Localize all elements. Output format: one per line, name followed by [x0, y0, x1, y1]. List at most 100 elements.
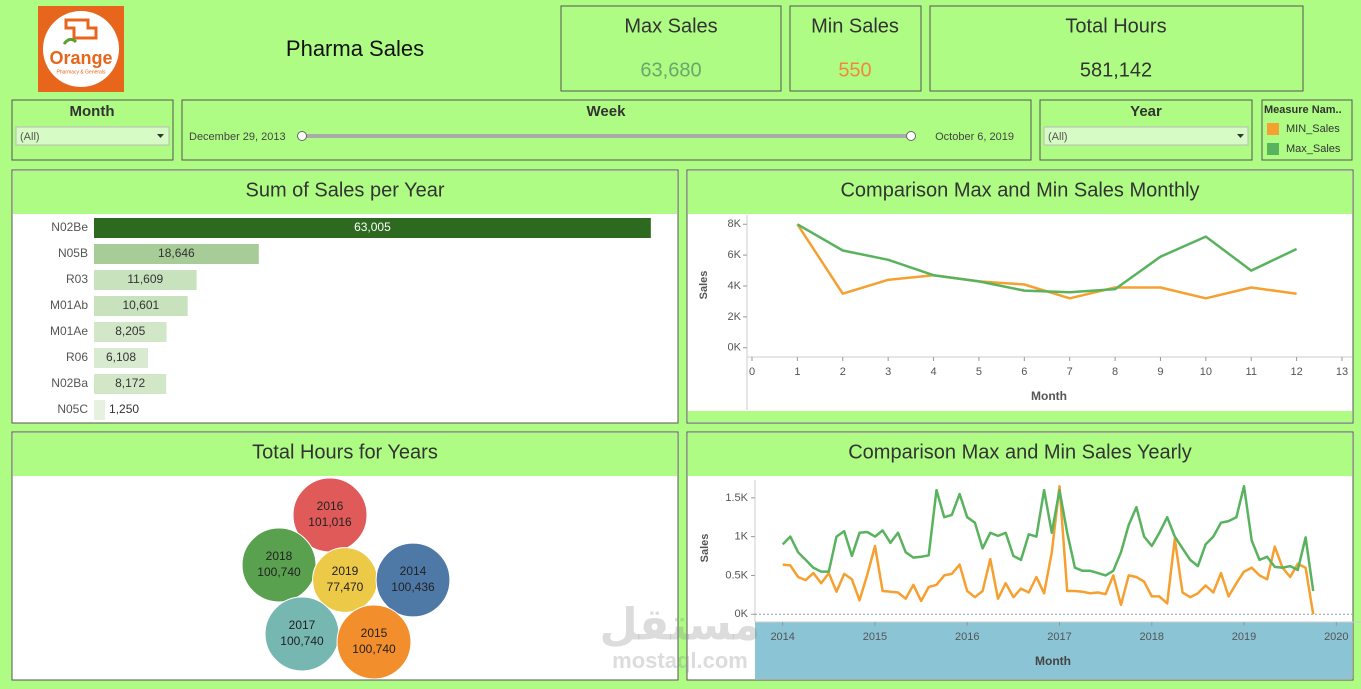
bubble-label: 2018 — [266, 549, 293, 563]
bar — [94, 400, 106, 420]
bubble-value: 100,740 — [280, 634, 324, 648]
dashboard-title: Pharma Sales — [286, 36, 424, 61]
bar — [94, 218, 651, 238]
x-tick-label: 1 — [794, 366, 800, 378]
kpi-card — [560, 5, 782, 92]
y-tick-label: 0.5K — [725, 569, 748, 581]
y-tick-label: N05B — [58, 246, 88, 260]
y-tick-label: N02Be — [51, 220, 88, 234]
dropdown-value: (All) — [1048, 131, 1068, 143]
bubble-label: 2016 — [317, 499, 344, 513]
kpi-label: Total Hours — [1065, 15, 1166, 37]
charts-layer: MIN_Sales Max_Sales N02Be 63,005 N05B 18,646 R… — [50, 123, 1361, 680]
x-tick-label: 8 — [1112, 366, 1118, 378]
chart-title: Comparison Max and Min Sales Yearly — [848, 441, 1192, 463]
x-tick-label: 5 — [976, 366, 982, 378]
bubble-value: 77,470 — [327, 580, 364, 594]
y-axis-title: Sales — [698, 271, 710, 300]
bubble-value: 100,740 — [352, 642, 396, 656]
bubble-label: 2019 — [332, 564, 359, 578]
logo-icon — [64, 18, 98, 40]
data-label: 63,005 — [354, 220, 391, 234]
x-axis-title: Month — [1031, 389, 1067, 403]
series-line — [796, 223, 1298, 294]
x-tick-label: 6 — [1021, 366, 1027, 378]
kpi-card — [929, 5, 1304, 92]
filter-label: Year — [1130, 103, 1162, 120]
x-tick-label: 2015 — [863, 631, 887, 643]
bubble-label: 2014 — [400, 564, 427, 578]
data-label: 8,172 — [115, 376, 145, 390]
y-tick-label: 8K — [728, 218, 742, 230]
bar — [94, 322, 167, 342]
logo-text: Orange — [49, 48, 112, 68]
kpi-value: 63,680 — [640, 59, 701, 81]
x-tick-label: 2016 — [955, 631, 979, 643]
y-tick-label: 0K — [735, 608, 749, 620]
bubble-label: 2017 — [289, 618, 316, 632]
slider-end: October 6, 2019 — [935, 131, 1014, 143]
x-tick-label: 11 — [1246, 366, 1257, 378]
kpi-card — [789, 5, 922, 92]
x-tick-label: 2019 — [1232, 631, 1256, 643]
y-tick-label: 6K — [728, 249, 742, 261]
y-tick-label: R06 — [66, 350, 88, 364]
filter-card — [181, 99, 1032, 161]
x-tick-label: 13 — [1336, 366, 1348, 378]
logo-circle — [43, 11, 119, 87]
slider-start: December 29, 2013 — [189, 131, 286, 143]
data-label: 11,609 — [127, 272, 163, 286]
y-tick-label: R03 — [66, 272, 88, 286]
kpi-label: Min Sales — [811, 15, 899, 37]
x-axis-title: Month — [1035, 654, 1071, 668]
y-tick-label: N02Ba — [51, 376, 88, 390]
legend-label: Max_Sales — [1286, 143, 1341, 155]
legend-swatch — [1267, 123, 1279, 135]
filter-label: Month — [70, 103, 115, 120]
data-label: 8,205 — [115, 324, 145, 338]
dropdown-value: (All) — [20, 131, 40, 143]
x-tick-label: 10 — [1200, 366, 1212, 378]
bubble — [336, 604, 412, 680]
x-tick-label: 2014 — [770, 631, 794, 643]
y-tick-label: 0K — [728, 342, 742, 354]
year-dropdown[interactable] — [1043, 126, 1249, 146]
slider-handle[interactable] — [906, 131, 916, 141]
bubble-value: 101,016 — [308, 515, 352, 529]
data-label: 18,646 — [158, 246, 195, 260]
bubble — [375, 542, 451, 618]
panel-header — [688, 171, 1352, 214]
series-line — [781, 484, 1315, 592]
slider-handle[interactable] — [297, 131, 307, 141]
y-tick-label: 1.5K — [725, 492, 748, 504]
y-tick-label: N05C — [57, 402, 88, 416]
y-axis-title: Sales — [699, 534, 711, 563]
data-label: 6,108 — [106, 350, 136, 364]
y-tick-label: 1K — [735, 531, 749, 543]
panel-header — [13, 433, 677, 476]
kpi-value: 550 — [838, 59, 871, 81]
legend-swatch — [1267, 143, 1279, 155]
y-tick-label: M01Ae — [50, 324, 88, 338]
watermark: مستقل — [600, 601, 761, 650]
filter-label: Week — [587, 103, 627, 120]
legend-label: MIN_Sales — [1286, 123, 1340, 135]
month-dropdown[interactable] — [15, 126, 170, 146]
x-tick-label: 2018 — [1140, 631, 1164, 643]
data-label: 10,601 — [122, 298, 159, 312]
logo-subtext: Pharmacy & Generals — [57, 69, 106, 75]
dropdown-arrow — [157, 134, 164, 138]
y-tick-label: 2K — [728, 311, 742, 323]
chart-title: Total Hours for Years — [252, 441, 438, 463]
x-tick-label: 2017 — [1047, 631, 1071, 643]
bar — [94, 348, 148, 368]
x-tick-label: 3 — [885, 366, 891, 378]
x-tick-label: 9 — [1157, 366, 1163, 378]
bubble-value: 100,436 — [391, 580, 435, 594]
logo-leaf — [62, 37, 78, 45]
x-tick-label: 0 — [749, 366, 755, 378]
data-label: 1,250 — [109, 402, 139, 416]
kpi-label: Max Sales — [624, 15, 717, 37]
